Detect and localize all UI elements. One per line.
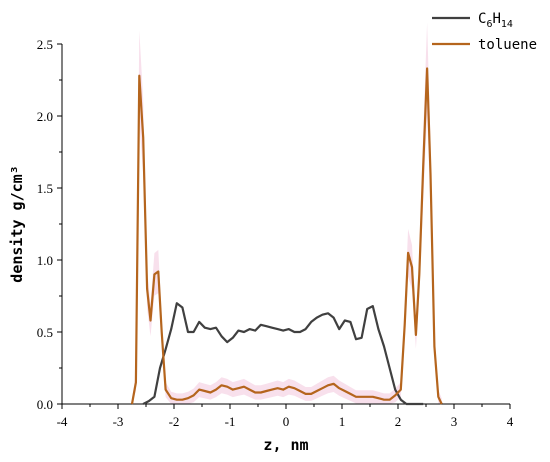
x-tick-label: 2 <box>395 414 402 429</box>
y-tick-label: 1.0 <box>37 253 53 268</box>
y-tick-label: 0.0 <box>37 397 53 412</box>
x-tick-label: 3 <box>451 414 458 429</box>
x-tick-label: 1 <box>339 414 346 429</box>
x-axis-title: z, nm <box>263 436 308 454</box>
series-layer <box>130 67 443 406</box>
x-tick-label: -2 <box>169 414 180 429</box>
legend: C6H14 toluene <box>432 11 537 53</box>
x-tick-label: -3 <box>113 414 124 429</box>
y-tick-label: 2.0 <box>37 109 53 124</box>
x-tick-label: -1 <box>225 414 236 429</box>
series-line-toluene <box>130 67 443 405</box>
x-tick-label: 4 <box>507 414 514 429</box>
y-tick-label: 2.5 <box>37 37 53 52</box>
toluene-error-band <box>132 22 442 404</box>
error-bands <box>132 22 442 404</box>
x-tick-label: -4 <box>57 414 68 429</box>
axes: -4 -3 -2 -1 0 1 2 3 4 0.0 0.5 1.0 1.5 2.0 2.5 z, nm dens… <box>8 37 514 454</box>
x-tick-label: 0 <box>283 414 290 429</box>
legend-label: C6H14 <box>478 11 513 30</box>
y-axis-title: density g/cm³ <box>8 165 26 282</box>
legend-label: toluene <box>478 37 537 53</box>
series-line-c6h14 <box>142 302 424 406</box>
y-tick-label: 1.5 <box>37 181 53 196</box>
y-tick-label: 0.5 <box>37 325 53 340</box>
